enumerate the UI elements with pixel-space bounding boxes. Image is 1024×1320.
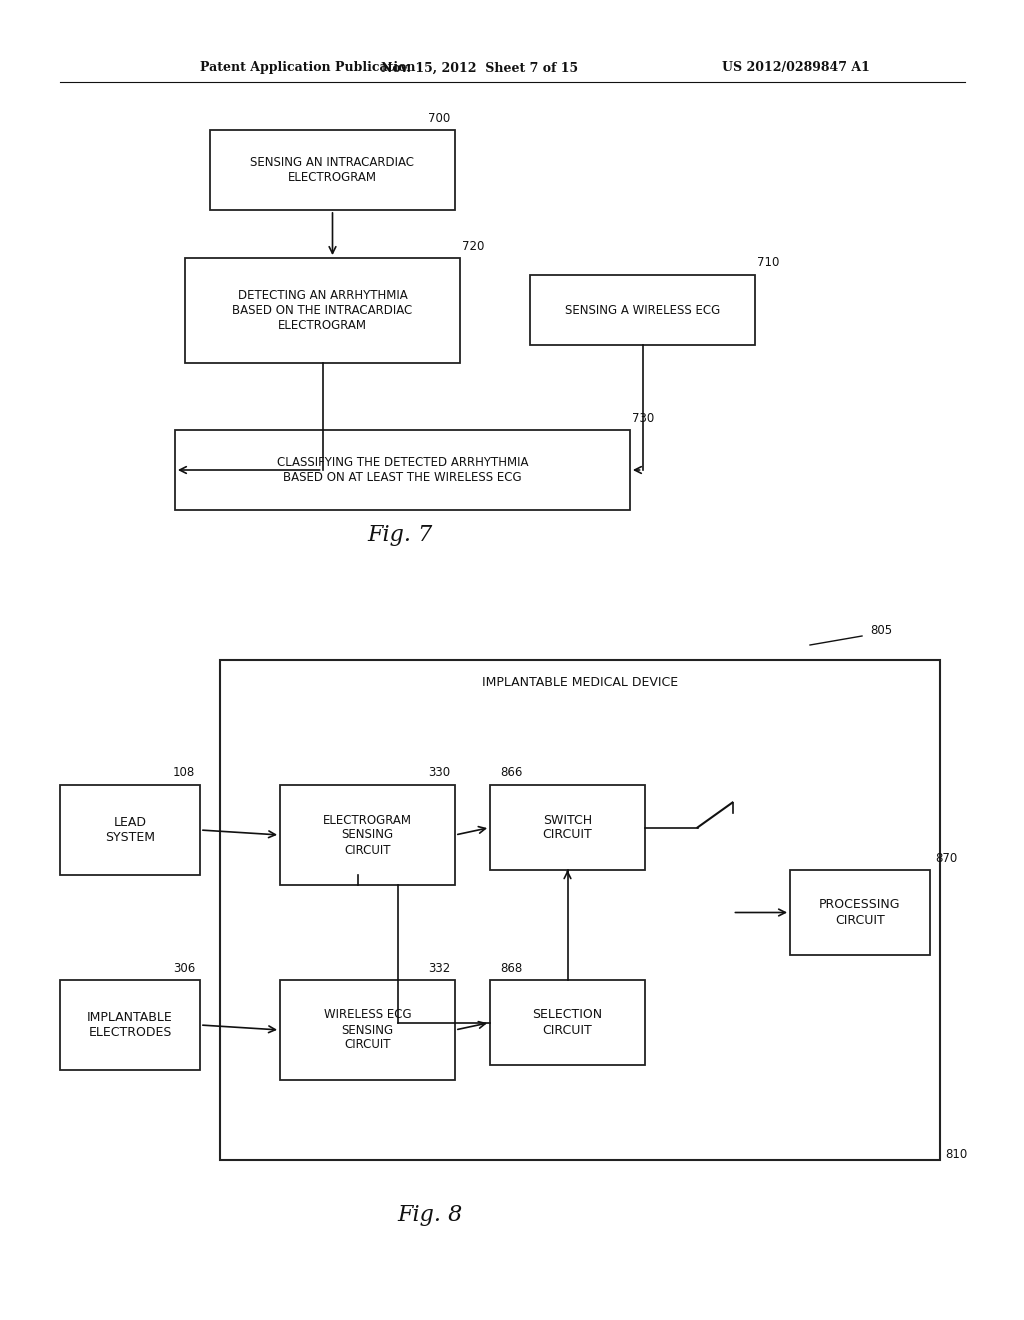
Bar xyxy=(220,660,940,1160)
Bar xyxy=(280,979,455,1080)
Bar xyxy=(280,785,455,884)
Text: IMPLANTABLE
ELECTRODES: IMPLANTABLE ELECTRODES xyxy=(87,1011,173,1039)
Bar xyxy=(790,870,930,954)
Bar xyxy=(210,129,455,210)
Text: 870: 870 xyxy=(935,851,957,865)
Text: 868: 868 xyxy=(500,961,522,974)
Text: 330: 330 xyxy=(428,767,450,780)
Bar xyxy=(60,979,200,1071)
Bar xyxy=(490,785,645,870)
Bar xyxy=(490,979,645,1065)
Text: PROCESSING
CIRCUIT: PROCESSING CIRCUIT xyxy=(819,899,901,927)
Bar xyxy=(60,785,200,875)
Text: 805: 805 xyxy=(870,623,892,636)
Text: CLASSIFYING THE DETECTED ARRHYTHMIA
BASED ON AT LEAST THE WIRELESS ECG: CLASSIFYING THE DETECTED ARRHYTHMIA BASE… xyxy=(276,455,528,484)
Text: 332: 332 xyxy=(428,961,450,974)
Text: IMPLANTABLE MEDICAL DEVICE: IMPLANTABLE MEDICAL DEVICE xyxy=(482,676,678,689)
Text: SENSING AN INTRACARDIAC
ELECTROGRAM: SENSING AN INTRACARDIAC ELECTROGRAM xyxy=(251,156,415,183)
Text: LEAD
SYSTEM: LEAD SYSTEM xyxy=(105,816,155,843)
Text: SENSING A WIRELESS ECG: SENSING A WIRELESS ECG xyxy=(565,304,720,317)
Bar xyxy=(175,430,630,510)
Bar xyxy=(530,275,755,345)
Text: ELECTROGRAM
SENSING
CIRCUIT: ELECTROGRAM SENSING CIRCUIT xyxy=(323,813,412,857)
Text: 108: 108 xyxy=(173,767,195,780)
Text: Nov. 15, 2012  Sheet 7 of 15: Nov. 15, 2012 Sheet 7 of 15 xyxy=(381,62,579,74)
Text: 810: 810 xyxy=(945,1148,968,1162)
Text: Patent Application Publication: Patent Application Publication xyxy=(200,62,416,74)
Text: 306: 306 xyxy=(173,961,195,974)
Text: DETECTING AN ARRHYTHMIA
BASED ON THE INTRACARDIAC
ELECTROGRAM: DETECTING AN ARRHYTHMIA BASED ON THE INT… xyxy=(232,289,413,333)
Text: 730: 730 xyxy=(632,412,654,425)
Text: 866: 866 xyxy=(500,767,522,780)
Text: WIRELESS ECG
SENSING
CIRCUIT: WIRELESS ECG SENSING CIRCUIT xyxy=(324,1008,412,1052)
Text: US 2012/0289847 A1: US 2012/0289847 A1 xyxy=(722,62,870,74)
Bar xyxy=(185,257,460,363)
Text: SWITCH
CIRCUIT: SWITCH CIRCUIT xyxy=(543,813,592,842)
Text: 710: 710 xyxy=(757,256,779,269)
Text: SELECTION
CIRCUIT: SELECTION CIRCUIT xyxy=(532,1008,602,1036)
Text: 700: 700 xyxy=(428,111,450,124)
Text: Fig. 8: Fig. 8 xyxy=(397,1204,463,1226)
Text: 720: 720 xyxy=(462,239,484,252)
Text: Fig. 7: Fig. 7 xyxy=(368,524,432,546)
